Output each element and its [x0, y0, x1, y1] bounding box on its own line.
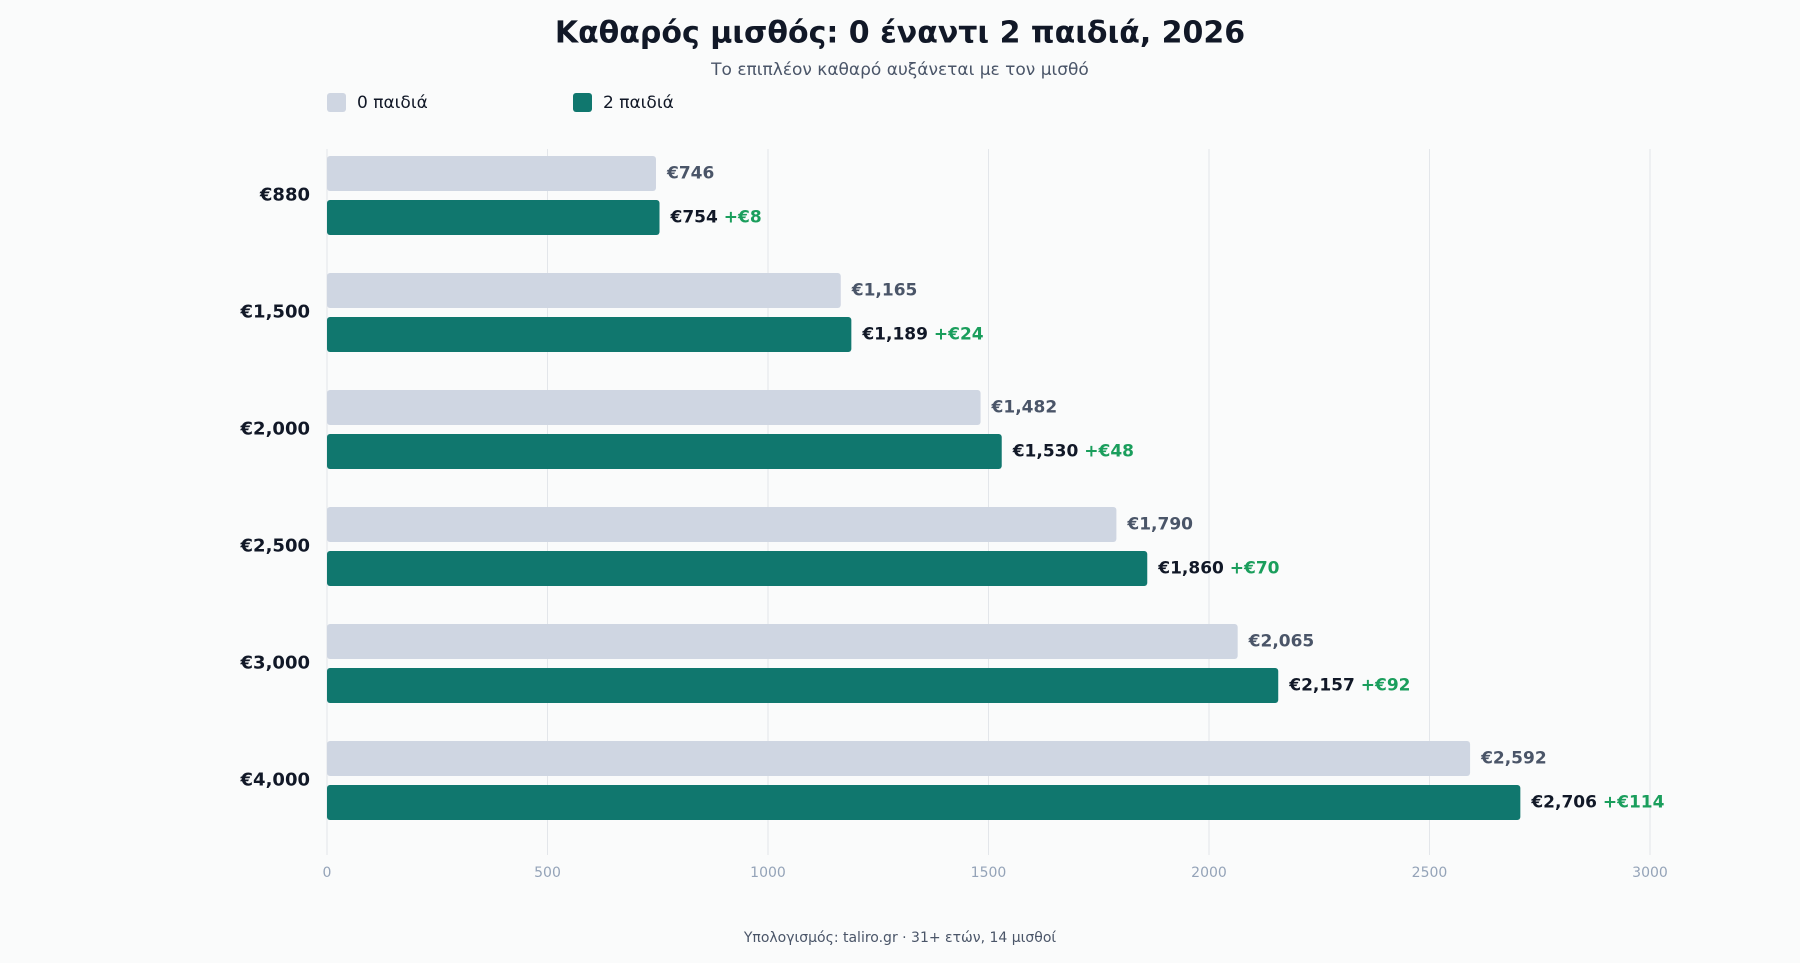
- x-tick-label: 2500: [1412, 865, 1448, 881]
- chart-subtitle: Το επιπλέον καθαρό αυξάνεται με τον μισθ…: [710, 60, 1089, 80]
- value-label-text: €754: [670, 208, 718, 228]
- difference-label: +€114: [1603, 793, 1665, 813]
- value-label-text: €1,189: [861, 325, 928, 345]
- y-tick-label: €3,000: [240, 653, 310, 674]
- value-label: €1,530 +€48: [1012, 442, 1134, 462]
- bar: [327, 156, 656, 191]
- value-label-text: €2,706: [1530, 793, 1597, 813]
- value-label: €1,189 +€24: [861, 325, 983, 345]
- bar: [327, 624, 1238, 659]
- bar: [327, 668, 1279, 703]
- legend-label: 0 παιδιά: [357, 93, 428, 113]
- value-label-text: €1,530: [1012, 442, 1079, 462]
- x-tick-label: 1500: [971, 865, 1007, 881]
- difference-label: +€92: [1361, 676, 1411, 696]
- value-label-text: €1,860: [1157, 559, 1224, 579]
- difference-label: +€48: [1084, 442, 1134, 462]
- value-label: €1,860 +€70: [1157, 559, 1279, 579]
- chart-title: Καθαρός μισθός: 0 έναντι 2 παιδιά, 2026: [555, 16, 1245, 51]
- value-label: €1,165: [851, 281, 918, 301]
- value-label-text: €1,165: [851, 281, 918, 301]
- x-tick-label: 500: [534, 865, 561, 881]
- y-tick-label: €4,000: [240, 770, 310, 791]
- bar: [327, 273, 841, 308]
- difference-label: +€70: [1230, 559, 1280, 579]
- value-label: €754 +€8: [670, 208, 762, 228]
- y-tick-label: €2,500: [240, 536, 310, 557]
- difference-label: +€8: [724, 208, 762, 228]
- bar: [327, 785, 1521, 820]
- x-tick-label: 0: [323, 865, 332, 881]
- x-tick-label: 3000: [1632, 865, 1668, 881]
- y-tick-label: €880: [259, 185, 310, 206]
- value-label: €746: [666, 164, 714, 184]
- value-label-text: €1,790: [1126, 515, 1193, 535]
- difference-label: +€24: [934, 325, 984, 345]
- bar: [327, 551, 1148, 586]
- value-label: €2,706 +€114: [1530, 793, 1664, 813]
- x-tick-label: 1000: [750, 865, 786, 881]
- bar: [327, 507, 1117, 542]
- value-label-text: €2,065: [1248, 632, 1315, 652]
- value-label: €2,157 +€92: [1288, 676, 1410, 696]
- value-label: €1,790: [1126, 515, 1193, 535]
- value-label: €1,482: [991, 398, 1058, 418]
- value-label-text: €746: [666, 164, 714, 184]
- y-tick-label: €1,500: [240, 302, 310, 323]
- value-label: €2,592: [1480, 749, 1547, 769]
- value-label-text: €2,157: [1288, 676, 1355, 696]
- value-label-text: €2,592: [1480, 749, 1547, 769]
- bar: [327, 390, 981, 425]
- x-tick-label: 2000: [1191, 865, 1227, 881]
- footer: Υπολογισμός: taliro.gr · 31+ ετών, 14 μι…: [743, 930, 1057, 946]
- bar: [327, 317, 852, 352]
- value-label: €2,065: [1248, 632, 1315, 652]
- legend-label: 2 παιδιά: [603, 93, 674, 113]
- legend-swatch: [327, 93, 346, 112]
- bar: [327, 200, 660, 235]
- value-label-text: €1,482: [991, 398, 1058, 418]
- legend-swatch: [573, 93, 592, 112]
- bar: [327, 741, 1471, 776]
- bar: [327, 434, 1002, 469]
- y-tick-label: €2,000: [240, 419, 310, 440]
